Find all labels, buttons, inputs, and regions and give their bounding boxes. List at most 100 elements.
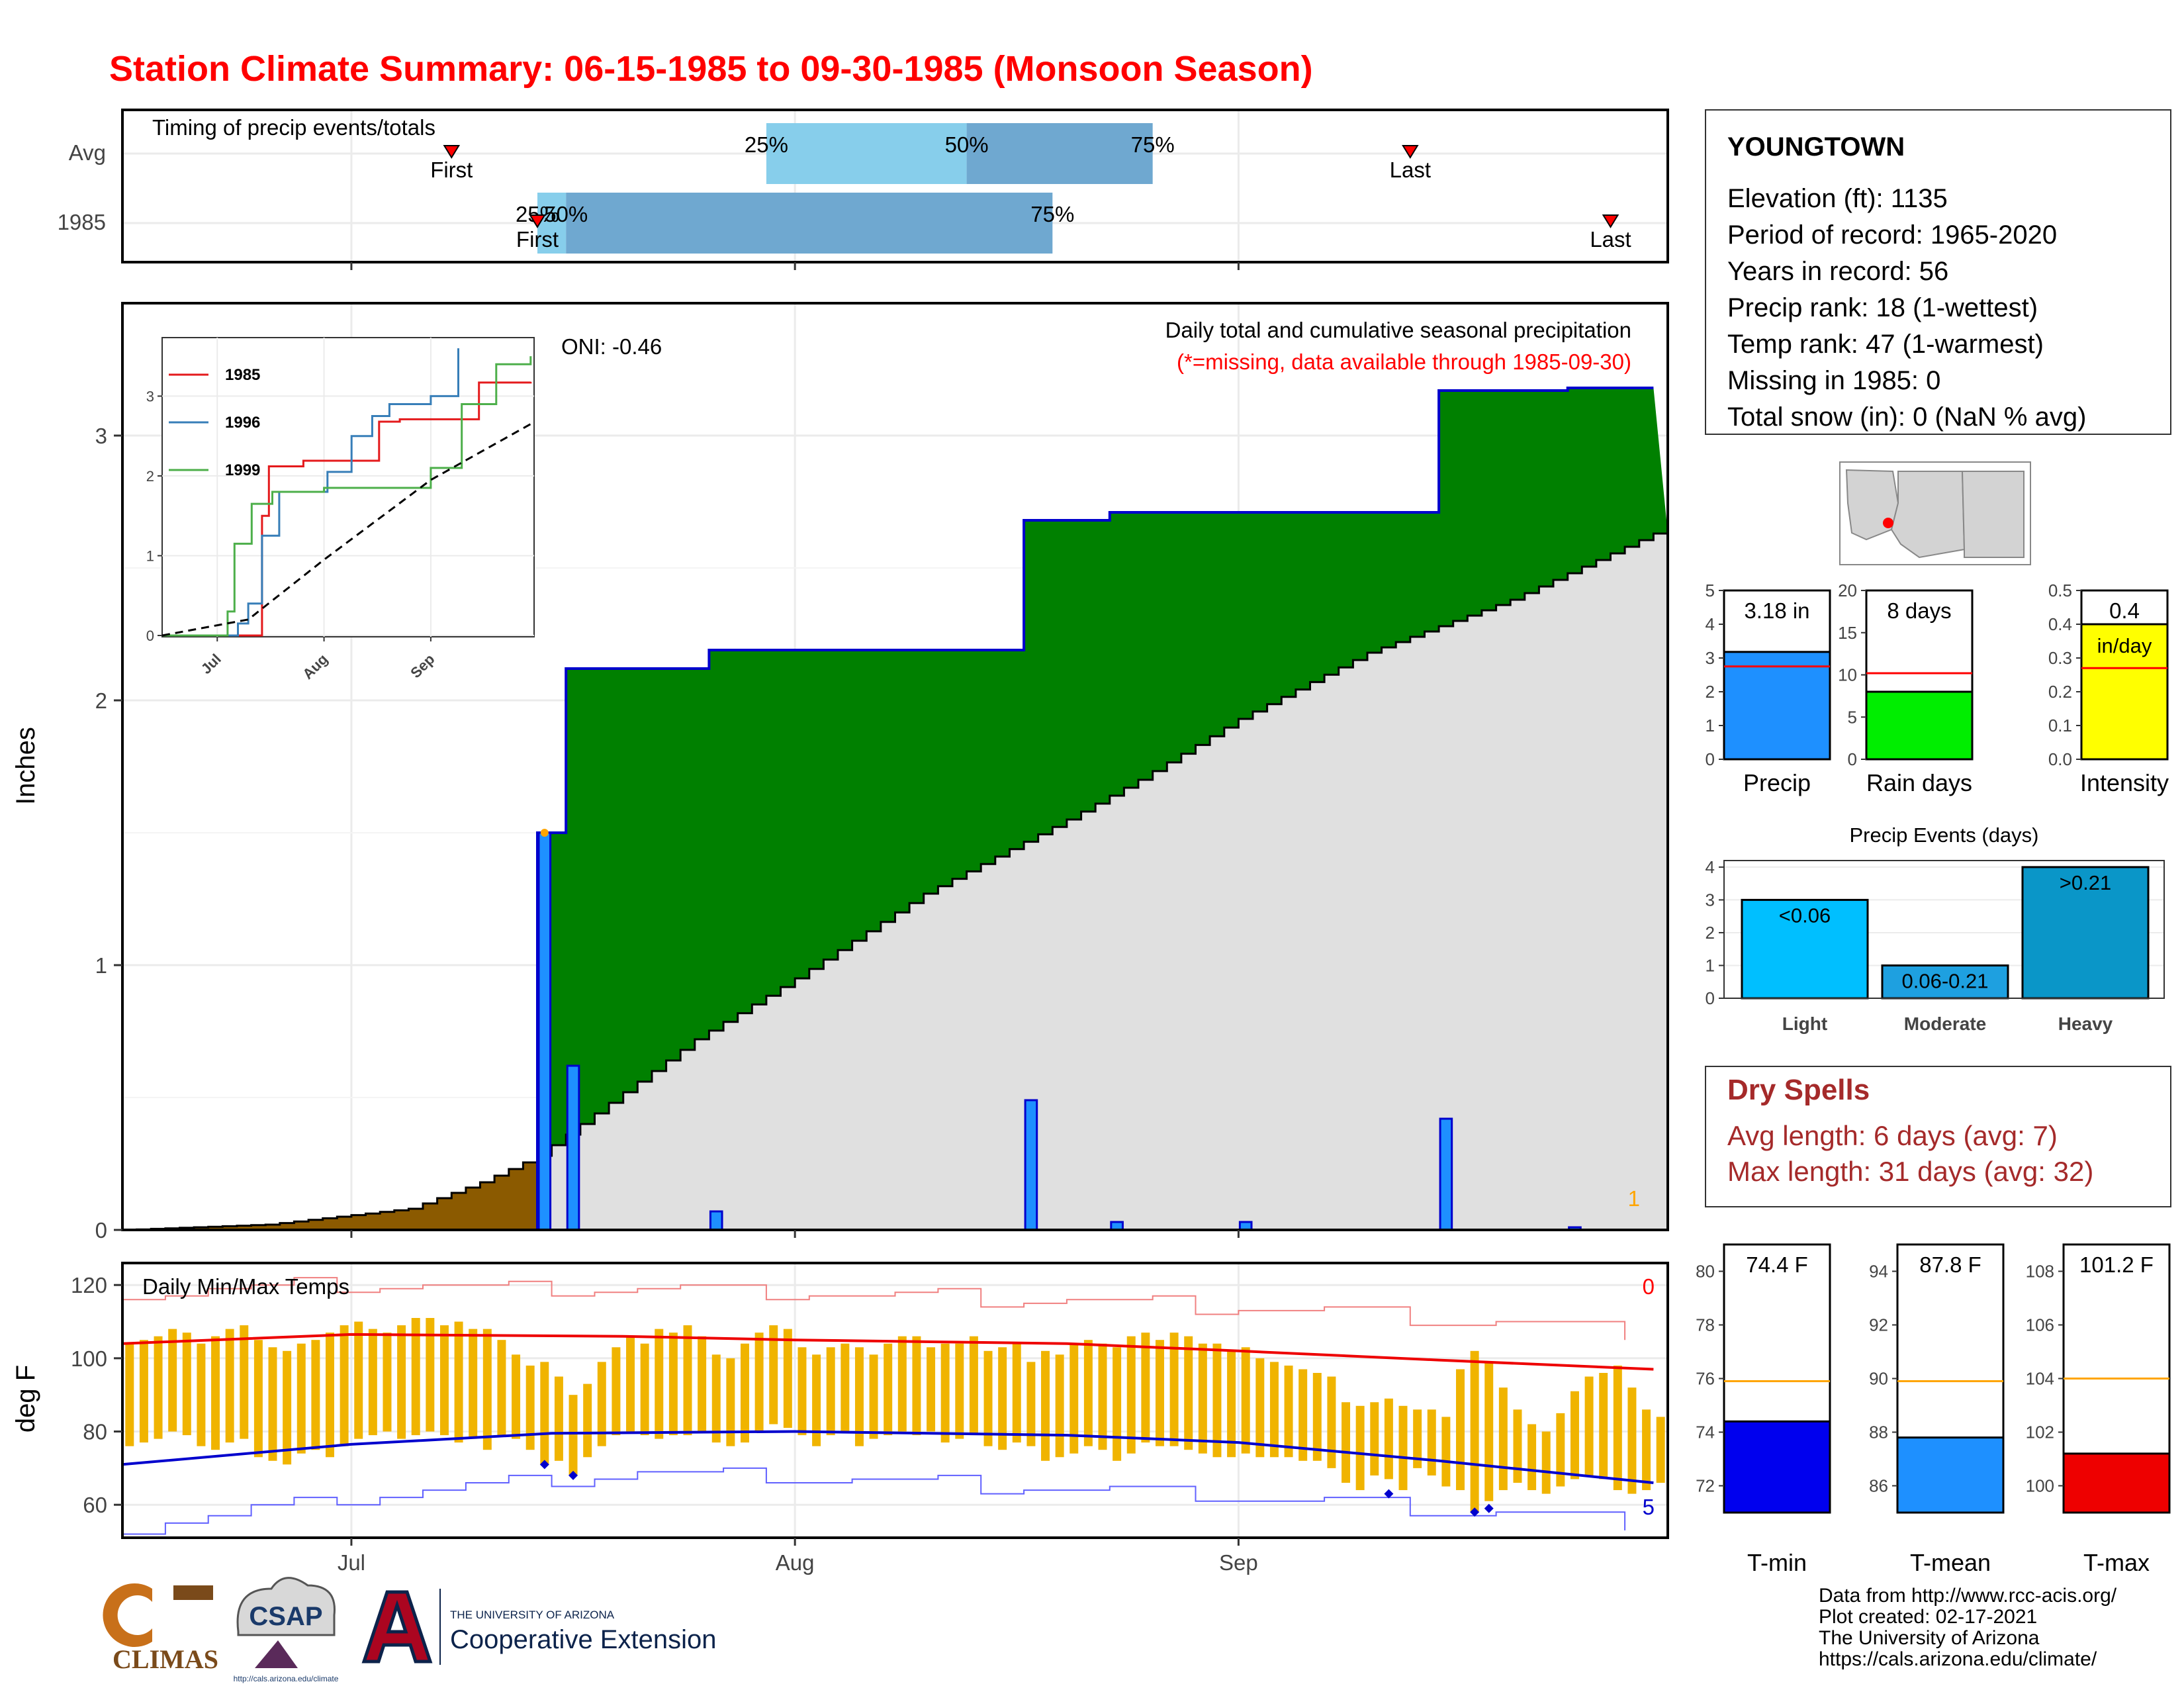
temp-daily-range-bar-95 bbox=[1484, 1362, 1494, 1501]
credit-university: The University of Arizona bbox=[1819, 1627, 2040, 1649]
temp-daily-range-bar-56 bbox=[927, 1347, 936, 1432]
inset-ytick-label-2: 2 bbox=[146, 468, 154, 485]
temp-daily-range-bar-106 bbox=[1642, 1409, 1651, 1491]
temp-daily-range-bar-42 bbox=[726, 1358, 735, 1446]
temp-daily-range-bar-14 bbox=[326, 1333, 334, 1458]
precip-y-axis-title: Inches bbox=[11, 727, 40, 805]
temp-daily-range-bar-75 bbox=[1198, 1343, 1207, 1454]
precip-events-frame bbox=[1723, 860, 2165, 999]
temp-daily-range-bar-105 bbox=[1627, 1387, 1637, 1494]
precip-daily-bar-1 bbox=[566, 1064, 580, 1231]
temp-count-bottom: 5 bbox=[1643, 1495, 1655, 1519]
temp-daily-range-bar-68 bbox=[1098, 1343, 1107, 1450]
temp-record-low-marker-3 bbox=[1470, 1507, 1480, 1517]
temp-daily-range-bar-29 bbox=[540, 1362, 549, 1465]
temp-daily-range-bar-13 bbox=[311, 1340, 320, 1450]
precip-events-ytick-label-4: 4 bbox=[1706, 857, 1715, 877]
temp-daily-range-bar-101 bbox=[1570, 1391, 1579, 1479]
climas-logo-text: CLIMAS bbox=[113, 1644, 218, 1674]
rain-days-ytick-label-3: 15 bbox=[1838, 623, 1857, 643]
precip-events-bar-moderate bbox=[1881, 964, 2009, 1000]
temp-daily-range-bar-50 bbox=[841, 1343, 850, 1432]
credit-plot-created: Plot created: 02-17-2021 bbox=[1819, 1606, 2038, 1628]
precip-events-title: Precip Events (days) bbox=[1850, 823, 2039, 847]
tmean-axis-label: T-mean bbox=[1910, 1549, 1991, 1576]
intensity-ytick-label-2: 0.2 bbox=[2048, 682, 2072, 702]
temp-record-max-line bbox=[122, 1277, 1626, 1340]
temp-daily-range-bar-21 bbox=[426, 1318, 435, 1432]
temp-daily-range-bar-96 bbox=[1498, 1387, 1508, 1491]
rain-days-value-text: 8 days bbox=[1887, 598, 1951, 623]
temp-daily-range-bar-91 bbox=[1427, 1409, 1436, 1476]
temp-daily-range-bar-63 bbox=[1026, 1362, 1036, 1446]
timing-bar-50-75-1 bbox=[566, 193, 1053, 254]
temp-daily-range-bar-57 bbox=[940, 1343, 950, 1443]
csap-cloud-shape bbox=[236, 1577, 336, 1636]
temp-daily-range-bar-62 bbox=[1012, 1343, 1021, 1443]
station-precip-rank: Precip rank: 18 (1-wettest) bbox=[1727, 293, 2038, 322]
precip-average-cumulative-line bbox=[122, 532, 1668, 1231]
tmean-ytick-label-2: 90 bbox=[1869, 1369, 1888, 1389]
dry-spells-avg: Avg length: 6 days (avg: 7) bbox=[1727, 1120, 2058, 1151]
precip-1985-cumulative-line bbox=[122, 387, 1654, 1231]
location-map bbox=[1839, 461, 2031, 565]
precip-events-category-heavy: Heavy bbox=[2058, 1013, 2113, 1034]
temp-daily-range-bar-17 bbox=[368, 1329, 377, 1436]
temp-daily-range-bar-78 bbox=[1241, 1347, 1250, 1454]
temp-daily-range-bar-73 bbox=[1169, 1333, 1179, 1446]
temp-record-low-marker-4 bbox=[1484, 1503, 1494, 1513]
inset-line-1999 bbox=[162, 356, 532, 637]
temp-daily-range-bar-26 bbox=[497, 1340, 506, 1436]
tmean-value-bar bbox=[1896, 1436, 2005, 1514]
tmin-ytick-label-0: 72 bbox=[1696, 1476, 1715, 1496]
precip-panel-frame bbox=[121, 302, 1669, 1231]
tmax-ytick-label-1: 102 bbox=[2026, 1423, 2054, 1442]
temp-daily-range-bar-34 bbox=[612, 1347, 621, 1436]
timing-last-label-1: Last bbox=[1590, 227, 1631, 252]
temp-daily-range-bar-103 bbox=[1599, 1373, 1608, 1479]
station-missing: Missing in 1985: 0 bbox=[1727, 366, 1941, 395]
precip-ytick-label-0: 0 bbox=[95, 1218, 107, 1243]
temp-y-axis-title: deg F bbox=[11, 1365, 40, 1432]
temp-daily-range-bar-5 bbox=[197, 1343, 206, 1446]
temp-daily-range-bar-41 bbox=[711, 1354, 721, 1443]
tmin-ytick-label-4: 80 bbox=[1696, 1262, 1715, 1282]
timing-bar-25-50-1 bbox=[537, 193, 567, 254]
inset-line-1996 bbox=[162, 348, 459, 637]
temp-daily-range-bar-67 bbox=[1083, 1340, 1093, 1446]
tmax-axis-label: T-max bbox=[2083, 1549, 2150, 1576]
temp-daily-range-bar-107 bbox=[1656, 1417, 1665, 1483]
precip-events-ytick-label-3: 3 bbox=[1706, 890, 1715, 910]
precip-events-range-light: <0.06 bbox=[1779, 904, 1831, 927]
temp-daily-range-bar-59 bbox=[969, 1336, 978, 1436]
map-state-az bbox=[1890, 471, 1966, 559]
precip-areas bbox=[122, 387, 1668, 1231]
precip-value-bar bbox=[1723, 651, 1831, 761]
temp-daily-range-bar-74 bbox=[1184, 1336, 1193, 1450]
station-name: YOUNGTOWN bbox=[1727, 132, 1905, 162]
precip-ytick-label-5: 5 bbox=[1706, 581, 1715, 600]
temp-daily-range-bar-53 bbox=[884, 1343, 893, 1436]
precip-axis-label: Precip bbox=[1743, 769, 1811, 796]
precip-events-ytick-label-2: 2 bbox=[1706, 923, 1715, 943]
timing-pct-label-0-2: 75% bbox=[1131, 132, 1175, 157]
map-state-nm bbox=[1961, 471, 2025, 558]
intensity-ytick-label-4: 0.4 bbox=[2048, 614, 2072, 634]
tmax-ytick-label-2: 104 bbox=[2026, 1369, 2054, 1389]
oni-label: ONI: -0.46 bbox=[561, 334, 662, 359]
ua-name: THE UNIVERSITY OF ARIZONA bbox=[450, 1609, 615, 1621]
tmin-axis-label: T-min bbox=[1747, 1549, 1807, 1576]
temp-daily-range-bar-58 bbox=[955, 1343, 964, 1439]
rain-days-axis-label: Rain days bbox=[1866, 769, 1972, 796]
temp-daily-range-bar-94 bbox=[1470, 1350, 1479, 1513]
csap-url: http://cals.arizona.edu/climate bbox=[234, 1674, 339, 1683]
temp-daily-range-bar-15 bbox=[340, 1325, 349, 1446]
precip-events-range-heavy: >0.21 bbox=[2060, 871, 2111, 894]
climas-logo-mark bbox=[103, 1583, 152, 1647]
temp-daily-range-bar-18 bbox=[383, 1333, 392, 1432]
intensity-ytick-label-5: 0.5 bbox=[2048, 581, 2072, 600]
rain-days-ytick-label-2: 10 bbox=[1838, 665, 1857, 685]
